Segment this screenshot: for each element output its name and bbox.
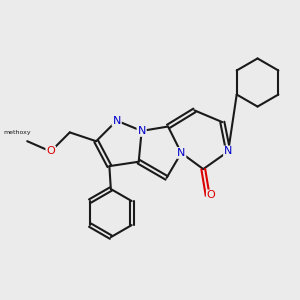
Text: methoxy: methoxy: [3, 130, 31, 135]
Text: O: O: [46, 146, 55, 157]
Text: N: N: [137, 126, 146, 136]
Text: N: N: [177, 148, 185, 158]
Text: O: O: [207, 190, 216, 200]
Text: N: N: [224, 146, 232, 157]
Text: N: N: [112, 116, 121, 126]
